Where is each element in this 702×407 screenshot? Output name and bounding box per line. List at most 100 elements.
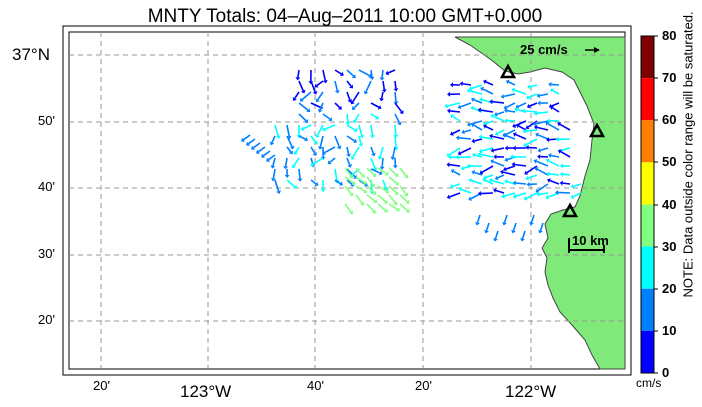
- current-vector: [530, 214, 535, 223]
- current-vector: [394, 102, 403, 113]
- current-vector: [539, 192, 549, 195]
- current-vector-head: [557, 122, 562, 127]
- current-vector: [491, 135, 505, 140]
- current-vector-head: [256, 149, 260, 154]
- current-vector: [365, 80, 372, 92]
- current-vector-head: [379, 166, 385, 170]
- current-vector-head: [379, 97, 385, 102]
- current-vector: [322, 69, 327, 81]
- current-vector: [286, 124, 290, 137]
- current-vector: [557, 191, 571, 194]
- current-vector-head: [504, 118, 508, 124]
- current-vector-head: [494, 175, 499, 181]
- current-vector: [493, 147, 505, 152]
- current-vector: [573, 183, 582, 188]
- current-vector-head: [246, 141, 250, 146]
- current-vector-head: [520, 237, 525, 242]
- lat-label-40: 40': [38, 179, 55, 194]
- site-south-marker: [561, 202, 579, 218]
- current-vector-head: [276, 190, 281, 194]
- current-vector-head: [515, 104, 520, 109]
- current-vector: [370, 124, 374, 136]
- current-vector: [382, 80, 386, 90]
- current-vector: [394, 91, 397, 102]
- current-vector: [399, 185, 407, 195]
- current-vector-head: [446, 194, 451, 200]
- saturation-note: NOTE: Data outside color range will be s…: [680, 11, 696, 298]
- current-vector-head: [535, 188, 540, 193]
- lon-label-20-east: 20': [415, 378, 432, 393]
- current-vector: [272, 157, 276, 166]
- current-vector-head: [384, 171, 389, 176]
- current-vector-head: [477, 191, 481, 197]
- current-vector: [452, 183, 461, 188]
- current-vector-head: [512, 123, 517, 129]
- current-vector-head: [525, 124, 530, 130]
- current-vector-head: [511, 229, 516, 234]
- current-vector: [560, 150, 571, 158]
- current-vector-head: [559, 171, 564, 177]
- current-vector-head: [313, 140, 318, 145]
- current-vector-head: [304, 118, 309, 123]
- current-vector-head: [546, 171, 550, 177]
- current-vector-head: [322, 150, 326, 155]
- current-vector: [474, 154, 483, 158]
- current-vector-head: [292, 96, 297, 101]
- current-vector: [515, 182, 527, 185]
- current-vector: [346, 69, 355, 77]
- current-vector-head: [317, 108, 323, 113]
- current-vector-head: [283, 165, 289, 170]
- current-vector: [243, 134, 251, 141]
- current-vector-head: [448, 154, 452, 160]
- current-vector-head: [468, 178, 473, 183]
- current-vector: [449, 163, 461, 167]
- current-vector: [271, 135, 276, 143]
- current-vector: [481, 147, 494, 152]
- map-border: [62, 25, 632, 376]
- current-vector-head: [494, 111, 498, 117]
- current-vector-head: [351, 106, 356, 110]
- current-vector: [449, 110, 461, 113]
- current-vector-head: [288, 150, 293, 155]
- current-vector-head: [536, 93, 541, 99]
- current-vector: [485, 125, 494, 131]
- current-vector: [334, 135, 340, 147]
- current-vector: [322, 113, 331, 120]
- current-vector-head: [394, 172, 399, 177]
- current-vector-head: [383, 187, 389, 192]
- current-vector-head: [483, 79, 487, 85]
- current-vector: [388, 203, 398, 211]
- current-vector: [540, 147, 549, 152]
- current-vector-head: [548, 153, 552, 158]
- current-vector-head: [360, 173, 365, 178]
- current-vector-head: [570, 184, 575, 189]
- current-vector: [458, 137, 472, 140]
- current-vector-head: [347, 164, 353, 168]
- current-vector-head: [395, 181, 400, 186]
- current-vector: [485, 81, 494, 86]
- current-vector: [482, 88, 494, 95]
- current-vector-head: [363, 182, 368, 187]
- current-vector: [377, 167, 387, 175]
- current-vector: [469, 90, 483, 95]
- current-vector-head: [405, 208, 410, 213]
- current-vector-head: [251, 145, 255, 150]
- current-vector: [473, 124, 483, 131]
- current-vector: [525, 129, 538, 132]
- current-vector-head: [447, 91, 451, 97]
- current-vector-head: [470, 105, 475, 111]
- current-vector: [382, 179, 387, 189]
- current-vector: [301, 91, 312, 101]
- current-vector-head: [450, 169, 455, 174]
- lon-label-123w: 123°W: [180, 382, 232, 401]
- current-vector: [452, 115, 461, 122]
- current-vector-head: [478, 148, 483, 154]
- current-vector: [298, 102, 309, 111]
- current-vector-head: [512, 132, 517, 137]
- current-vector-head: [484, 229, 489, 234]
- current-vector: [536, 111, 549, 115]
- current-vector-head: [304, 136, 309, 142]
- current-vector: [324, 146, 336, 154]
- current-vector: [258, 146, 266, 153]
- current-vector-head: [501, 193, 505, 199]
